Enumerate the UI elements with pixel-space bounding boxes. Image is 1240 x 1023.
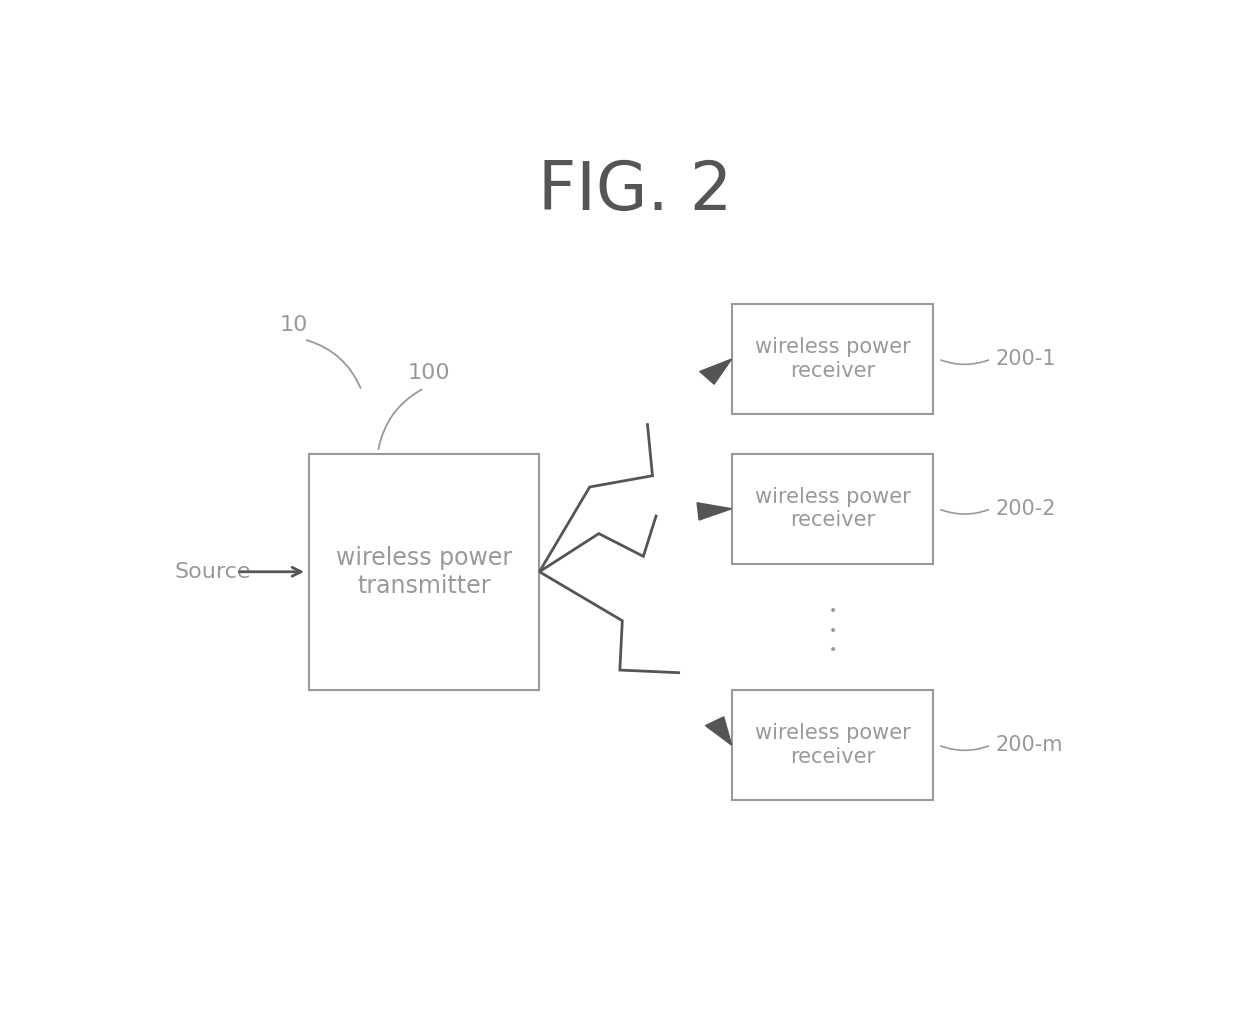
Polygon shape	[706, 717, 732, 745]
Text: •
•
•: • • •	[828, 605, 837, 658]
Bar	[309, 453, 539, 690]
Bar	[732, 453, 934, 564]
Text: FIG. 2: FIG. 2	[538, 159, 733, 224]
Text: wireless power
receiver: wireless power receiver	[755, 487, 910, 530]
Text: 10: 10	[280, 315, 309, 336]
Text: wireless power
receiver: wireless power receiver	[755, 338, 910, 381]
Bar	[732, 304, 934, 414]
Polygon shape	[697, 502, 732, 520]
Text: 200-m: 200-m	[996, 736, 1064, 755]
Text: wireless power
transmitter: wireless power transmitter	[336, 546, 512, 597]
Polygon shape	[699, 359, 732, 385]
Text: 200-2: 200-2	[996, 499, 1056, 519]
Text: wireless power
receiver: wireless power receiver	[755, 723, 910, 766]
Text: 100: 100	[408, 363, 450, 383]
Text: 200-1: 200-1	[996, 349, 1056, 369]
Text: Source: Source	[174, 562, 250, 582]
Bar	[732, 690, 934, 800]
